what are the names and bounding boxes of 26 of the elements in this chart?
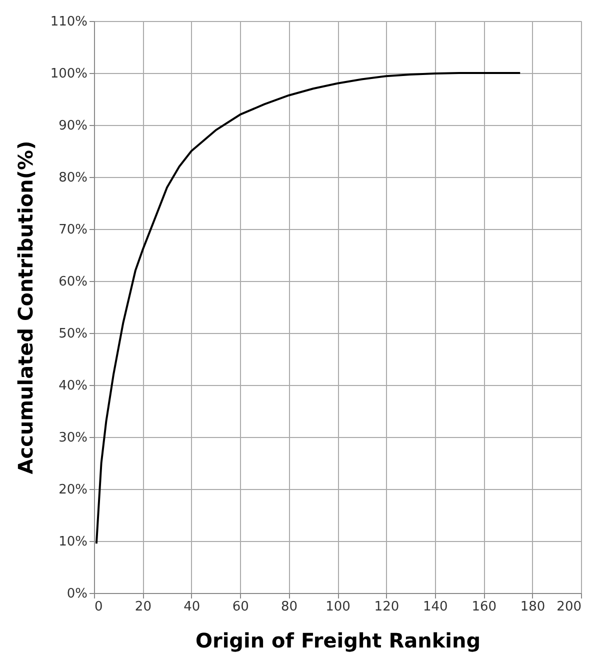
y-tick-label: 70%: [58, 222, 88, 238]
x-tick-label: 140: [422, 600, 448, 614]
x-tick-label: 100: [326, 600, 350, 614]
y-tick-label: 20%: [58, 482, 88, 498]
y-tick-label: 110%: [50, 14, 88, 30]
x-tick-label: 120: [374, 600, 400, 614]
y-tick-label: 90%: [58, 118, 88, 134]
y-tick-label: 50%: [58, 326, 88, 342]
x-tick-label: 0: [94, 600, 103, 614]
y-tick-label: 10%: [58, 534, 88, 550]
y-axis-title: Accumulated Contribution(%): [13, 140, 38, 474]
y-tick-label: 60%: [58, 274, 88, 290]
y-tick-label: 30%: [58, 430, 88, 446]
x-tick-label: 160: [472, 600, 497, 614]
line-series: [95, 72, 522, 545]
y-tick-label: 80%: [58, 170, 88, 186]
y-tick-label: 100%: [50, 66, 88, 82]
x-tick-label: 80: [281, 600, 298, 614]
x-axis-title: Origin of Freight Ranking: [195, 628, 481, 652]
y-tick-label: 40%: [58, 378, 88, 394]
x-tick-label: 40: [184, 600, 200, 614]
y-tick-label: 0%: [66, 586, 88, 602]
x-tick-label: 60: [232, 600, 249, 614]
x-tick-label: 180: [520, 600, 546, 614]
x-tick-label: 20: [134, 600, 152, 614]
x-tick-label: 200: [556, 600, 582, 614]
